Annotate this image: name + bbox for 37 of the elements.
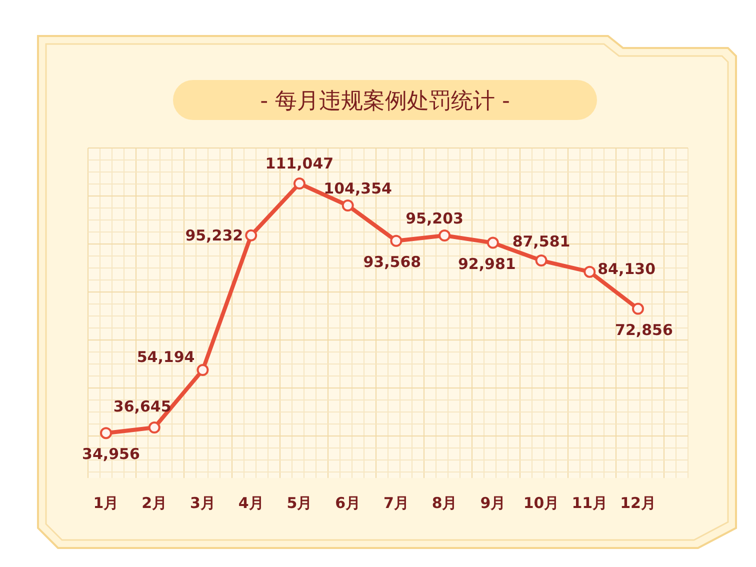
data-label: 84,130 [598, 260, 656, 278]
point [632, 302, 644, 315]
x-tick-label: 10月 [523, 494, 560, 512]
data-label: 87,581 [512, 232, 570, 251]
data-label: 95,232 [185, 226, 244, 244]
x-tick-label: 12月 [620, 494, 656, 512]
point [438, 230, 451, 242]
point [584, 266, 596, 278]
x-tick-label: 4月 [238, 494, 264, 512]
chart-title: - 每月违规案例处罚统计 - [260, 89, 510, 114]
data-label: 92,981 [458, 254, 516, 273]
point [535, 254, 548, 267]
data-label: 111,047 [265, 154, 334, 173]
data-label: 93,568 [363, 252, 422, 271]
x-tick-label: 9月 [480, 494, 506, 512]
data-label: 36,645 [113, 398, 172, 416]
data-label: 104,354 [324, 180, 392, 198]
x-tick-label: 7月 [383, 494, 409, 512]
data-label: 72,856 [615, 320, 673, 339]
point [293, 178, 306, 190]
point [148, 422, 160, 434]
data-label: 34,956 [82, 445, 140, 464]
point [390, 234, 402, 247]
data-label: 95,203 [406, 210, 464, 228]
point [486, 236, 499, 249]
x-tick-label: 2月 [142, 494, 168, 512]
x-tick-label: 6月 [335, 494, 361, 512]
x-tick-label: 11月 [572, 494, 608, 512]
point [196, 364, 209, 376]
x-tick-label: 5月 [286, 494, 312, 512]
point [245, 229, 258, 242]
point [100, 427, 112, 440]
x-tick-label: 3月 [190, 494, 216, 512]
x-tick-label: 1月 [93, 494, 119, 512]
data-label: 54,194 [136, 348, 195, 366]
x-tick-label: 8月 [432, 494, 458, 512]
point [342, 200, 354, 212]
